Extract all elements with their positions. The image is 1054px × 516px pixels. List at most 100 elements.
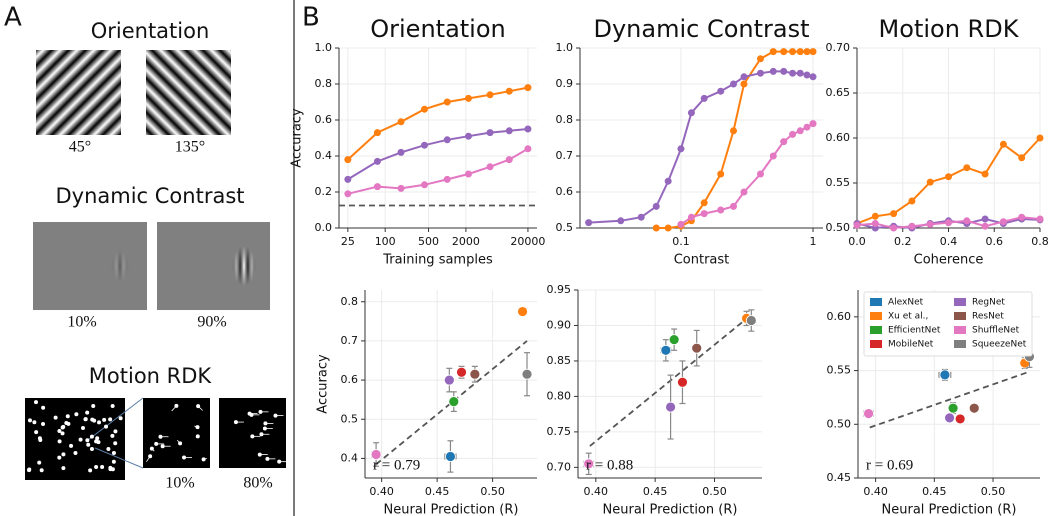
x-axis-label: Neural Prediction (R): [882, 503, 1017, 516]
point: [677, 220, 685, 228]
x-tick-label: 0.40: [863, 485, 888, 498]
x-tick-label: 0.2: [894, 235, 912, 248]
legend-swatch: [870, 298, 882, 306]
point: [853, 221, 861, 229]
y-tick-label: 1.0: [556, 41, 574, 54]
x-axis-label: Neural Prediction (R): [384, 503, 519, 516]
legend-swatch: [954, 340, 966, 348]
y-tick-label: 0.70: [826, 41, 851, 54]
rdk-dots: [27, 400, 288, 473]
dot: [118, 416, 123, 421]
x-tick-label: 0.40: [369, 485, 394, 498]
motion-arrow: [171, 405, 177, 412]
point: [926, 178, 934, 186]
point: [740, 188, 748, 196]
point: [524, 125, 532, 133]
legend-label: SqueezeNet: [972, 340, 1027, 350]
x-tick-label: 0.45: [425, 485, 450, 498]
dot: [37, 436, 42, 441]
x-tick-label: 0.50: [981, 485, 1006, 498]
point: [505, 156, 513, 164]
point: [945, 173, 952, 181]
point: [999, 140, 1007, 148]
point: [717, 87, 725, 95]
point: [373, 183, 381, 191]
point: [420, 105, 428, 113]
point: [803, 71, 811, 79]
stimulus-label: 90%: [197, 314, 226, 331]
annotation: r = 0.88: [586, 457, 633, 473]
point: [344, 175, 352, 183]
panel-label: A: [4, 3, 22, 33]
dot: [108, 467, 113, 472]
dot: [64, 420, 69, 425]
point: [585, 219, 593, 227]
point: [486, 163, 494, 171]
y-tick-label: 0.50: [826, 221, 851, 234]
dot: [41, 405, 46, 410]
gabor: [100, 240, 140, 290]
point: [871, 212, 879, 220]
point: [652, 224, 660, 232]
y-tick-label: 0.4: [341, 451, 359, 464]
point: [700, 94, 708, 102]
point: [1036, 215, 1044, 223]
series-line: [656, 50, 813, 229]
point: [700, 199, 708, 207]
point: [796, 127, 804, 135]
point: [397, 118, 405, 126]
point: [397, 148, 405, 156]
dot: [33, 400, 38, 405]
dot: [53, 415, 58, 420]
y-tick-label: 0.9: [556, 77, 574, 90]
y-tick-label: 0.45: [827, 471, 852, 484]
point: [945, 219, 952, 227]
point: [968, 402, 980, 414]
point: [700, 210, 708, 218]
point: [637, 213, 645, 221]
point: [954, 413, 966, 425]
y-tick-label: 0.5: [556, 221, 574, 234]
dot: [78, 437, 83, 442]
point: [464, 170, 472, 178]
dot: [73, 450, 78, 455]
point: [524, 84, 532, 92]
x-tick-label: 0.8: [1031, 235, 1049, 248]
point: [789, 130, 797, 138]
x-tick-label: 500: [418, 235, 439, 248]
point: [486, 91, 494, 99]
dot: [94, 464, 99, 469]
legend-label: ShuffleNet: [972, 326, 1020, 336]
dot: [60, 431, 65, 436]
point: [796, 69, 804, 77]
y-tick-label: 0.55: [827, 364, 852, 377]
point: [780, 48, 788, 56]
stimulus-label: 10%: [165, 475, 194, 492]
point: [443, 175, 451, 183]
point: [908, 197, 916, 205]
legend-swatch: [954, 298, 966, 306]
point: [756, 69, 764, 77]
point: [505, 127, 513, 135]
point: [469, 368, 481, 380]
point: [890, 210, 898, 218]
point: [687, 213, 695, 221]
stimulus-label: 45°: [69, 139, 91, 156]
point: [1018, 154, 1026, 162]
y-tick-label: 0.6: [341, 373, 359, 386]
legend-label: Xu et al.,: [888, 312, 928, 322]
point: [443, 98, 451, 106]
dot: [60, 425, 65, 430]
grating: [36, 50, 121, 135]
gabor: [224, 240, 264, 290]
x-tick-label: 0.1: [672, 235, 690, 248]
x-tick-label: 0.50: [702, 485, 727, 498]
point: [717, 206, 725, 214]
motion-arrow: [203, 458, 207, 460]
point: [420, 181, 428, 189]
point: [687, 109, 695, 117]
point: [756, 55, 764, 63]
point: [691, 342, 703, 354]
point: [668, 334, 680, 346]
